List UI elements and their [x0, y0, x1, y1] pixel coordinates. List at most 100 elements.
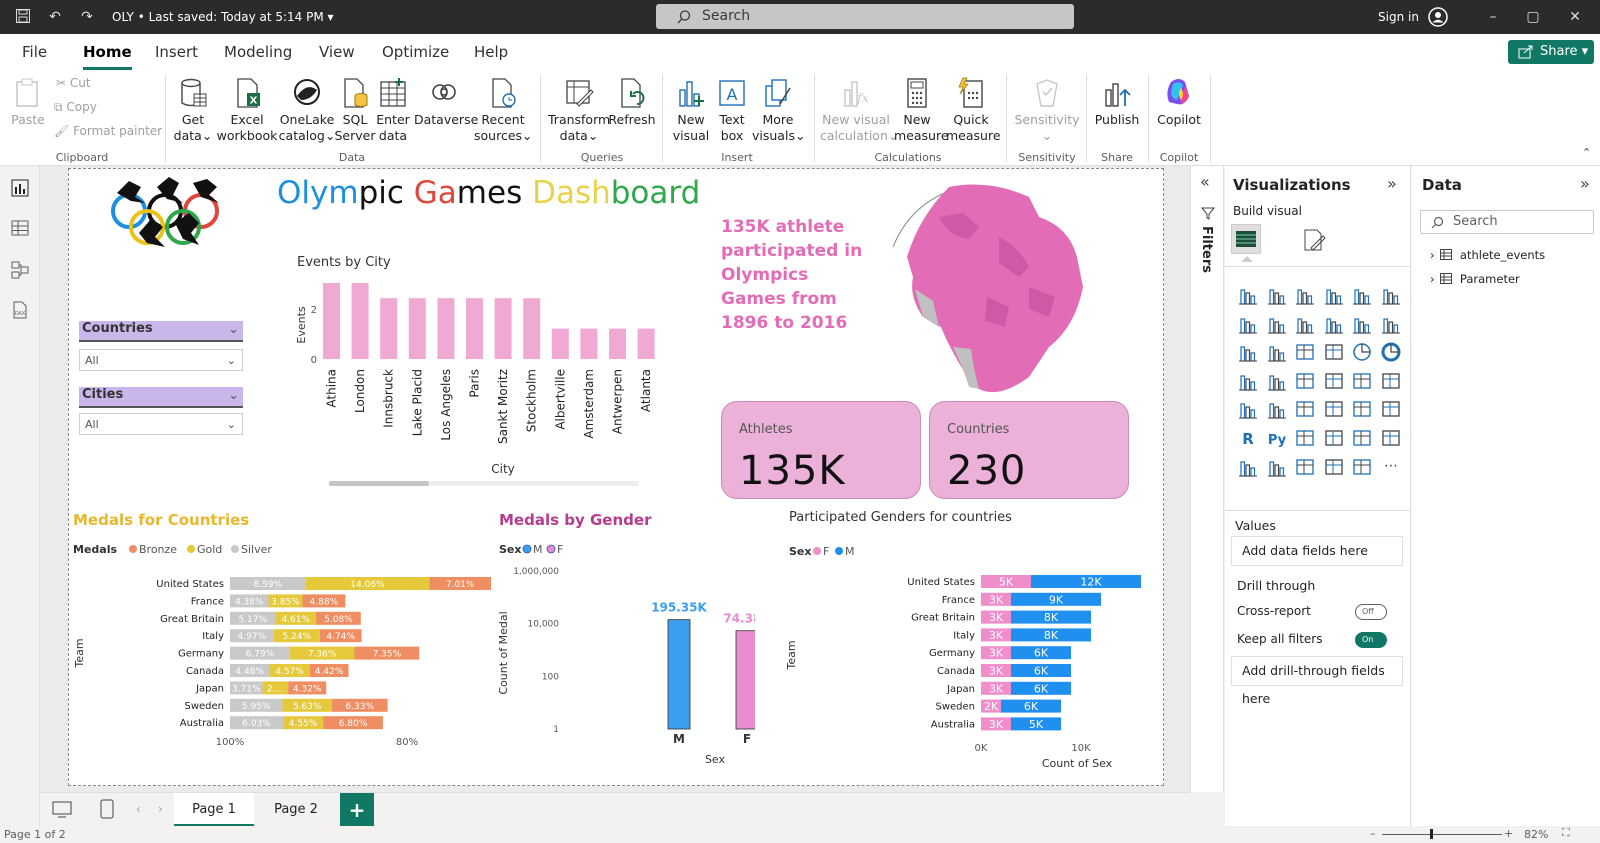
kpi-icon[interactable]: [1294, 398, 1316, 420]
paste-button[interactable]: Paste: [8, 76, 48, 128]
funnel-icon[interactable]: [1294, 341, 1316, 363]
100-area-icon[interactable]: [1323, 313, 1345, 335]
excel-workbook-button[interactable]: X Excel workbook: [216, 76, 278, 144]
bar-segment[interactable]: [283, 716, 324, 730]
stacked-bar-icon[interactable]: [1237, 284, 1259, 306]
account-icon[interactable]: [1428, 7, 1448, 27]
close-icon[interactable]: ✕: [1569, 9, 1581, 25]
cut-button[interactable]: ✂ Cut: [56, 76, 91, 90]
qa-icon[interactable]: [1351, 427, 1373, 449]
expand-filters-icon[interactable]: «: [1200, 172, 1210, 191]
menu-help[interactable]: Help: [474, 43, 509, 61]
bar-segment[interactable]: [981, 717, 1011, 731]
map-icon[interactable]: [1266, 370, 1288, 392]
publish-button[interactable]: Publish: [1092, 76, 1142, 128]
chart-scrollbar[interactable]: [329, 481, 429, 486]
shape-map-icon[interactable]: [1323, 370, 1345, 392]
clustered-column-icon[interactable]: [1323, 284, 1345, 306]
line-column-icon[interactable]: [1351, 313, 1373, 335]
card-icon[interactable]: [1237, 398, 1259, 420]
format-visual-icon[interactable]: [1299, 226, 1327, 254]
bar-segment[interactable]: [273, 629, 320, 643]
scatter-icon[interactable]: [1323, 341, 1345, 363]
bar-segment[interactable]: [319, 629, 362, 643]
menu-view[interactable]: View: [319, 43, 355, 61]
bar[interactable]: [408, 298, 426, 359]
quick-measure-button[interactable]: Quick measure: [946, 76, 1001, 144]
participated-genders-chart[interactable]: Sex F M Team United States 5K 12K France 3K 9K Gre…: [785, 531, 1141, 769]
bar-segment[interactable]: [262, 681, 289, 695]
more-visuals-button[interactable]: More visuals⌄: [752, 76, 805, 144]
bar-segment[interactable]: [230, 698, 283, 712]
bar-segment[interactable]: [981, 592, 1011, 606]
bar[interactable]: [667, 619, 691, 730]
clustered-bar-icon[interactable]: [1294, 284, 1316, 306]
trophy-icon[interactable]: [1237, 456, 1259, 478]
page-tab-1[interactable]: Page 1: [174, 793, 254, 827]
menu-insert[interactable]: Insert: [155, 43, 199, 61]
power-apps-icon[interactable]: [1294, 456, 1316, 478]
maximize-icon[interactable]: ▢: [1526, 9, 1540, 25]
power-automate-icon[interactable]: [1323, 456, 1345, 478]
redo-icon[interactable]: ↷: [81, 9, 93, 25]
sensitivity-button[interactable]: Sensitivity ⌄: [1012, 76, 1082, 144]
bar-segment[interactable]: [316, 611, 361, 625]
bar-segment[interactable]: [331, 698, 388, 712]
add-page-button[interactable]: +: [340, 793, 374, 827]
collapse-ribbon-icon[interactable]: ⌃: [1582, 146, 1592, 159]
bar[interactable]: [580, 328, 598, 359]
bar-segment[interactable]: [302, 594, 346, 608]
bar-segment[interactable]: [289, 646, 355, 660]
bar-segment[interactable]: [981, 628, 1011, 642]
donut-icon[interactable]: [1380, 341, 1402, 363]
bar[interactable]: [380, 298, 398, 359]
bar-segment[interactable]: [288, 681, 327, 695]
bar-segment[interactable]: [429, 577, 492, 590]
100-bar-icon[interactable]: [1351, 284, 1373, 306]
collapse-visualizations-icon[interactable]: »: [1387, 174, 1397, 193]
bar[interactable]: [323, 283, 340, 359]
recent-sources-button[interactable]: Recent sources⌄: [474, 76, 533, 144]
collapse-data-icon[interactable]: »: [1580, 174, 1590, 193]
bar-segment[interactable]: [230, 577, 306, 590]
bar-segment[interactable]: [230, 716, 284, 730]
bar[interactable]: [437, 298, 455, 359]
onelake-catalog-button[interactable]: OneLake catalog⌄: [276, 76, 338, 144]
bar[interactable]: [351, 283, 369, 359]
new-visual-button[interactable]: New visual: [670, 76, 712, 144]
bar-segment[interactable]: [305, 577, 430, 590]
chevron-down-icon[interactable]: ▾: [327, 10, 334, 24]
zoom-slider-thumb[interactable]: [1430, 829, 1433, 839]
fit-to-page-icon[interactable]: ⛶: [1562, 826, 1570, 839]
slicer-icon[interactable]: [1323, 398, 1345, 420]
ribbon-icon[interactable]: [1237, 341, 1259, 363]
key-influencers-icon[interactable]: [1294, 427, 1316, 449]
bar[interactable]: [735, 630, 755, 730]
countries-card[interactable]: Countries 230: [929, 401, 1129, 499]
bar-segment[interactable]: [981, 681, 1011, 695]
line-clustered-icon[interactable]: [1380, 313, 1402, 335]
bar-segment[interactable]: [230, 611, 276, 625]
share-button[interactable]: Share ▾: [1508, 40, 1594, 64]
countries-slicer-header[interactable]: Countries ⌄: [79, 321, 243, 342]
bar[interactable]: [637, 328, 655, 359]
keep-filters-toggle[interactable]: On: [1355, 632, 1387, 648]
table-parameter[interactable]: › Parameter: [1430, 272, 1520, 286]
get-data-button[interactable]: Get data⌄: [172, 76, 214, 144]
copilot-button[interactable]: Copilot: [1152, 76, 1206, 128]
filters-pane[interactable]: « Filters: [1190, 166, 1224, 792]
desktop-layout-icon[interactable]: [52, 801, 72, 819]
drill-through-drop-zone[interactable]: Add drill-through fields here: [1231, 656, 1403, 706]
build-visual-tab[interactable]: [1231, 224, 1261, 254]
table-icon[interactable]: [1351, 398, 1373, 420]
zoom-slider[interactable]: [1382, 834, 1502, 835]
stacked-area-icon[interactable]: [1294, 313, 1316, 335]
table-athlete-events[interactable]: › athlete_events: [1430, 248, 1545, 262]
bar-segment[interactable]: [282, 698, 332, 712]
bar-segment[interactable]: [230, 646, 290, 660]
bar-segment[interactable]: [1011, 664, 1071, 677]
next-page-icon[interactable]: ›: [158, 802, 163, 816]
metrics-icon[interactable]: [1351, 456, 1373, 478]
multi-row-card-icon[interactable]: [1266, 398, 1288, 420]
bar-segment[interactable]: [981, 664, 1011, 677]
